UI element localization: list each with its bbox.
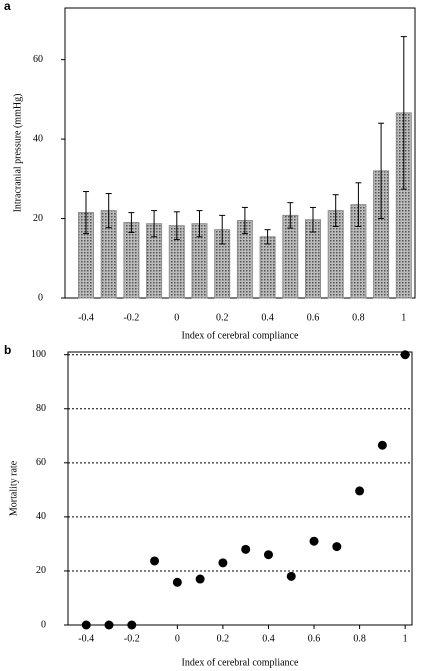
x-tick-label: 0.2 xyxy=(216,312,229,323)
y-tick-label: 20 xyxy=(36,565,46,576)
y-tick-label: 60 xyxy=(33,54,43,65)
point xyxy=(195,574,205,584)
x-axis-title: Index of cerebral compliance xyxy=(182,657,299,668)
x-tick-label: 0.6 xyxy=(307,312,320,323)
point xyxy=(241,544,251,554)
point xyxy=(127,620,137,630)
x-tick-label: 0.8 xyxy=(352,312,365,323)
panel-label: b xyxy=(4,343,11,357)
panel-label: a xyxy=(4,0,11,13)
point xyxy=(286,571,296,581)
x-tick-label: 0 xyxy=(174,312,179,323)
y-tick-label: 80 xyxy=(36,403,46,414)
y-tick-label: 40 xyxy=(33,133,43,144)
y-tick-label: 0 xyxy=(41,619,46,630)
y-axis-title: Mortality rate xyxy=(8,460,19,516)
y-tick-label: 40 xyxy=(36,511,46,522)
y-axis-title: Intracranial pressure (mmHg) xyxy=(12,94,23,213)
x-tick-label: 1 xyxy=(401,312,406,323)
x-tick-label: -0.2 xyxy=(124,633,140,644)
point xyxy=(218,558,228,568)
point xyxy=(150,556,160,566)
x-tick-label: -0.4 xyxy=(78,312,94,323)
point xyxy=(332,542,342,552)
point xyxy=(172,577,182,587)
y-tick-label: 20 xyxy=(33,213,43,224)
y-tick-label: 100 xyxy=(31,349,46,360)
bar xyxy=(259,236,276,299)
y-tick-label: 0 xyxy=(38,292,43,303)
plot-frame xyxy=(67,351,413,626)
point xyxy=(263,550,273,560)
x-axis-title: Index of cerebral compliance xyxy=(182,330,299,341)
x-tick-label: -0.4 xyxy=(78,633,94,644)
x-tick-label: -0.2 xyxy=(123,312,139,323)
x-tick-label: 0.6 xyxy=(308,633,321,644)
point xyxy=(81,620,91,630)
x-tick-label: 0.2 xyxy=(217,633,230,644)
point xyxy=(104,620,114,630)
x-tick-label: 0.8 xyxy=(353,633,366,644)
bar xyxy=(123,222,140,299)
x-tick-label: 0.4 xyxy=(261,312,274,323)
point xyxy=(400,350,410,360)
point xyxy=(355,486,365,496)
x-tick-label: 0 xyxy=(175,633,180,644)
point xyxy=(377,440,387,450)
point xyxy=(309,536,319,546)
x-tick-label: 1 xyxy=(403,633,408,644)
y-tick-label: 60 xyxy=(36,457,46,468)
x-tick-label: 0.4 xyxy=(262,633,275,644)
